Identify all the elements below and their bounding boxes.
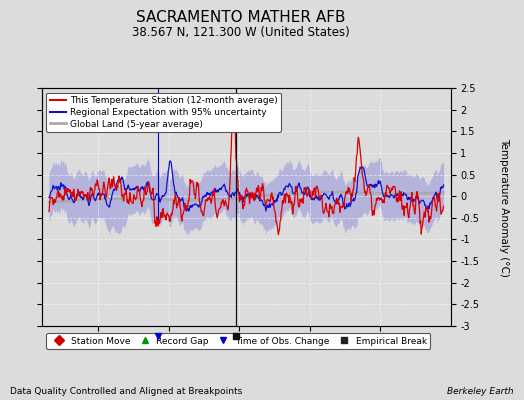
Text: SACRAMENTO MATHER AFB: SACRAMENTO MATHER AFB <box>136 10 346 25</box>
Text: 38.567 N, 121.300 W (United States): 38.567 N, 121.300 W (United States) <box>132 26 350 39</box>
Legend: Station Move, Record Gap, Time of Obs. Change, Empirical Break: Station Move, Record Gap, Time of Obs. C… <box>47 333 430 349</box>
Text: Data Quality Controlled and Aligned at Breakpoints: Data Quality Controlled and Aligned at B… <box>10 387 243 396</box>
Y-axis label: Temperature Anomaly (°C): Temperature Anomaly (°C) <box>499 138 509 276</box>
Text: Berkeley Earth: Berkeley Earth <box>447 387 514 396</box>
